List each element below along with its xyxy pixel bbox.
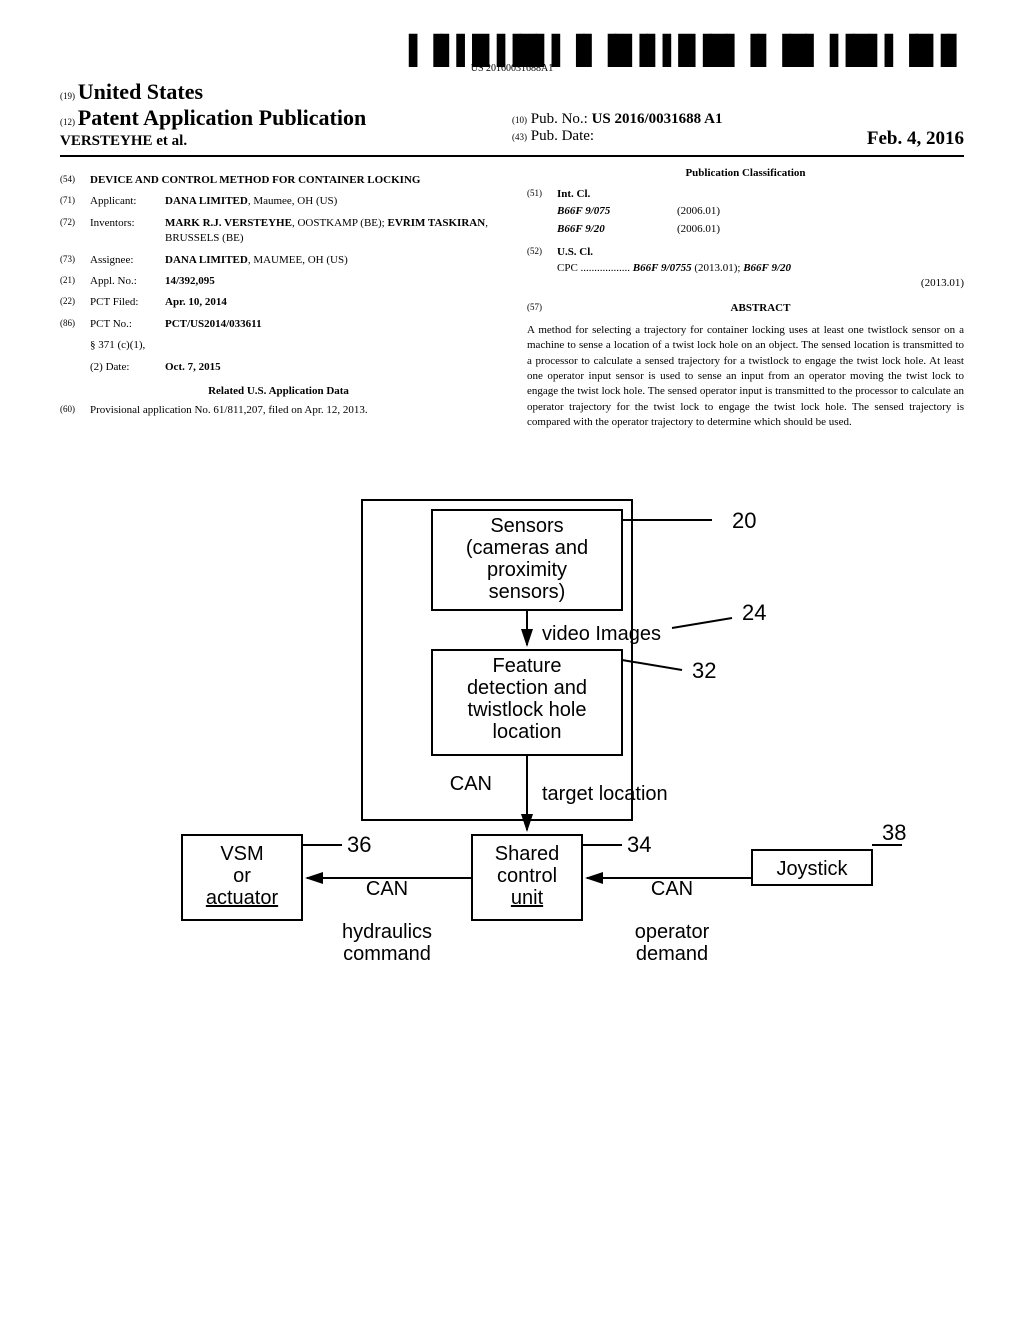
country: United States	[78, 79, 203, 104]
pub-no-label: Pub. No.:	[531, 111, 588, 127]
provisional-num: (60)	[60, 403, 90, 418]
barcode-section: ▌▐▌▌█▐▐█▌▌▐▌▐█▐▌▌█▐█▌▐▌▐█▌▐▐█▌▌▐█▐▌ US 2…	[60, 40, 964, 74]
pct-filed-value: Apr. 10, 2014	[165, 295, 497, 310]
svg-text:Sensors: Sensors	[490, 515, 563, 537]
inventors-num: (72)	[60, 216, 90, 247]
int-cl-num: (51)	[527, 187, 557, 239]
pub-type-prefix: (12)	[60, 117, 75, 127]
svg-text:or: or	[233, 865, 251, 887]
pub-date-label: Pub. Date:	[531, 128, 594, 144]
pub-date-prefix: (43)	[512, 132, 527, 142]
feature-ref-num: 32	[692, 658, 716, 683]
pct-no-num: (86)	[60, 317, 90, 332]
vsm-ref-num: 36	[347, 832, 371, 857]
svg-text:VSM: VSM	[220, 843, 263, 865]
inventors-label: Inventors:	[90, 216, 165, 247]
shared-ref-num: 34	[627, 832, 651, 857]
sensors-ref-num: 20	[732, 508, 756, 533]
svg-text:video Images: video Images	[542, 623, 661, 645]
appl-label: Appl. No.:	[90, 274, 165, 289]
content-columns: (54) DEVICE AND CONTROL METHOD FOR CONTA…	[60, 167, 964, 430]
pct-filed-num: (22)	[60, 295, 90, 310]
abstract-num: (57)	[527, 301, 557, 316]
pub-date: Feb. 4, 2016	[867, 128, 964, 150]
header-left: (19) United States (12) Patent Applicati…	[60, 79, 512, 150]
title: DEVICE AND CONTROL METHOD FOR CONTAINER …	[90, 173, 420, 188]
class-header: Publication Classification	[527, 167, 964, 179]
svg-text:demand: demand	[636, 943, 708, 965]
applicant-label: Applicant:	[90, 194, 165, 209]
svg-text:proximity: proximity	[487, 559, 567, 581]
svg-text:target location: target location	[542, 783, 668, 805]
int-cl-block: Int. Cl. B66F 9/075 (2006.01) B66F 9/20 …	[557, 187, 964, 239]
pct-no-label: PCT No.:	[90, 317, 165, 332]
svg-text:unit: unit	[511, 887, 544, 909]
right-column: Publication Classification (51) Int. Cl.…	[527, 167, 964, 430]
svg-text:hydraulics: hydraulics	[342, 921, 432, 943]
pct-no-value: PCT/US2014/033611	[165, 317, 497, 332]
related-header: Related U.S. Application Data	[60, 385, 497, 397]
abstract-text: A method for selecting a trajectory for …	[527, 323, 964, 431]
svg-text:Feature: Feature	[493, 655, 562, 677]
appl-value: 14/392,095	[165, 274, 497, 289]
pub-no-prefix: (10)	[512, 115, 527, 125]
abstract-label: ABSTRACT	[557, 301, 964, 316]
header-right: (10) Pub. No.: US 2016/0031688 A1 (43) P…	[512, 111, 964, 150]
pub-no: US 2016/0031688 A1	[592, 111, 723, 127]
flowchart-diagram: Sensors (cameras and proximity sensors) …	[60, 490, 964, 973]
assignee-value: DANA LIMITED, MAUMEE, OH (US)	[165, 253, 497, 268]
svg-text:control: control	[497, 865, 557, 887]
svg-text:Joystick: Joystick	[776, 858, 848, 880]
svg-text:actuator: actuator	[206, 887, 279, 909]
document-header: (19) United States (12) Patent Applicati…	[60, 79, 964, 157]
author-line: VERSTEYHE et al.	[60, 133, 512, 150]
svg-text:sensors): sensors)	[489, 581, 566, 603]
video-ref-num: 24	[742, 600, 766, 625]
assignee-num: (73)	[60, 253, 90, 268]
svg-text:CAN: CAN	[450, 773, 492, 795]
svg-text:command: command	[343, 943, 431, 965]
pub-type: Patent Application Publication	[78, 105, 366, 130]
provisional-text: Provisional application No. 61/811,207, …	[90, 403, 497, 418]
svg-text:Shared: Shared	[495, 843, 560, 865]
applicant-value: DANA LIMITED, Maumee, OH (US)	[165, 194, 497, 209]
svg-text:CAN: CAN	[366, 878, 408, 900]
applicant-num: (71)	[60, 194, 90, 209]
svg-text:(cameras and: (cameras and	[466, 537, 588, 559]
svg-text:twistlock hole: twistlock hole	[468, 699, 587, 721]
assignee-label: Assignee:	[90, 253, 165, 268]
s371-label: § 371 (c)(1),	[90, 338, 165, 353]
svg-text:detection and: detection and	[467, 677, 587, 699]
left-column: (54) DEVICE AND CONTROL METHOD FOR CONTA…	[60, 167, 497, 430]
svg-text:CAN: CAN	[651, 878, 693, 900]
appl-num: (21)	[60, 274, 90, 289]
s371-date-label: (2) Date:	[90, 360, 165, 375]
title-num: (54)	[60, 173, 90, 188]
inventors-value: MARK R.J. VERSTEYHE, OOSTKAMP (BE); EVRI…	[165, 216, 497, 247]
joystick-ref-num: 38	[882, 820, 906, 845]
country-prefix: (19)	[60, 91, 75, 101]
pct-filed-label: PCT Filed:	[90, 295, 165, 310]
barcode-graphic: ▌▐▌▌█▐▐█▌▌▐▌▐█▐▌▌█▐█▌▐▌▐█▌▐▐█▌▌▐█▐▌	[409, 40, 964, 62]
svg-text:location: location	[493, 721, 562, 743]
s371-date: Oct. 7, 2015	[165, 360, 497, 375]
us-cl-num: (52)	[527, 245, 557, 291]
us-cl-block: U.S. Cl. CPC .................. B66F 9/0…	[557, 245, 964, 291]
svg-text:operator: operator	[635, 921, 710, 943]
